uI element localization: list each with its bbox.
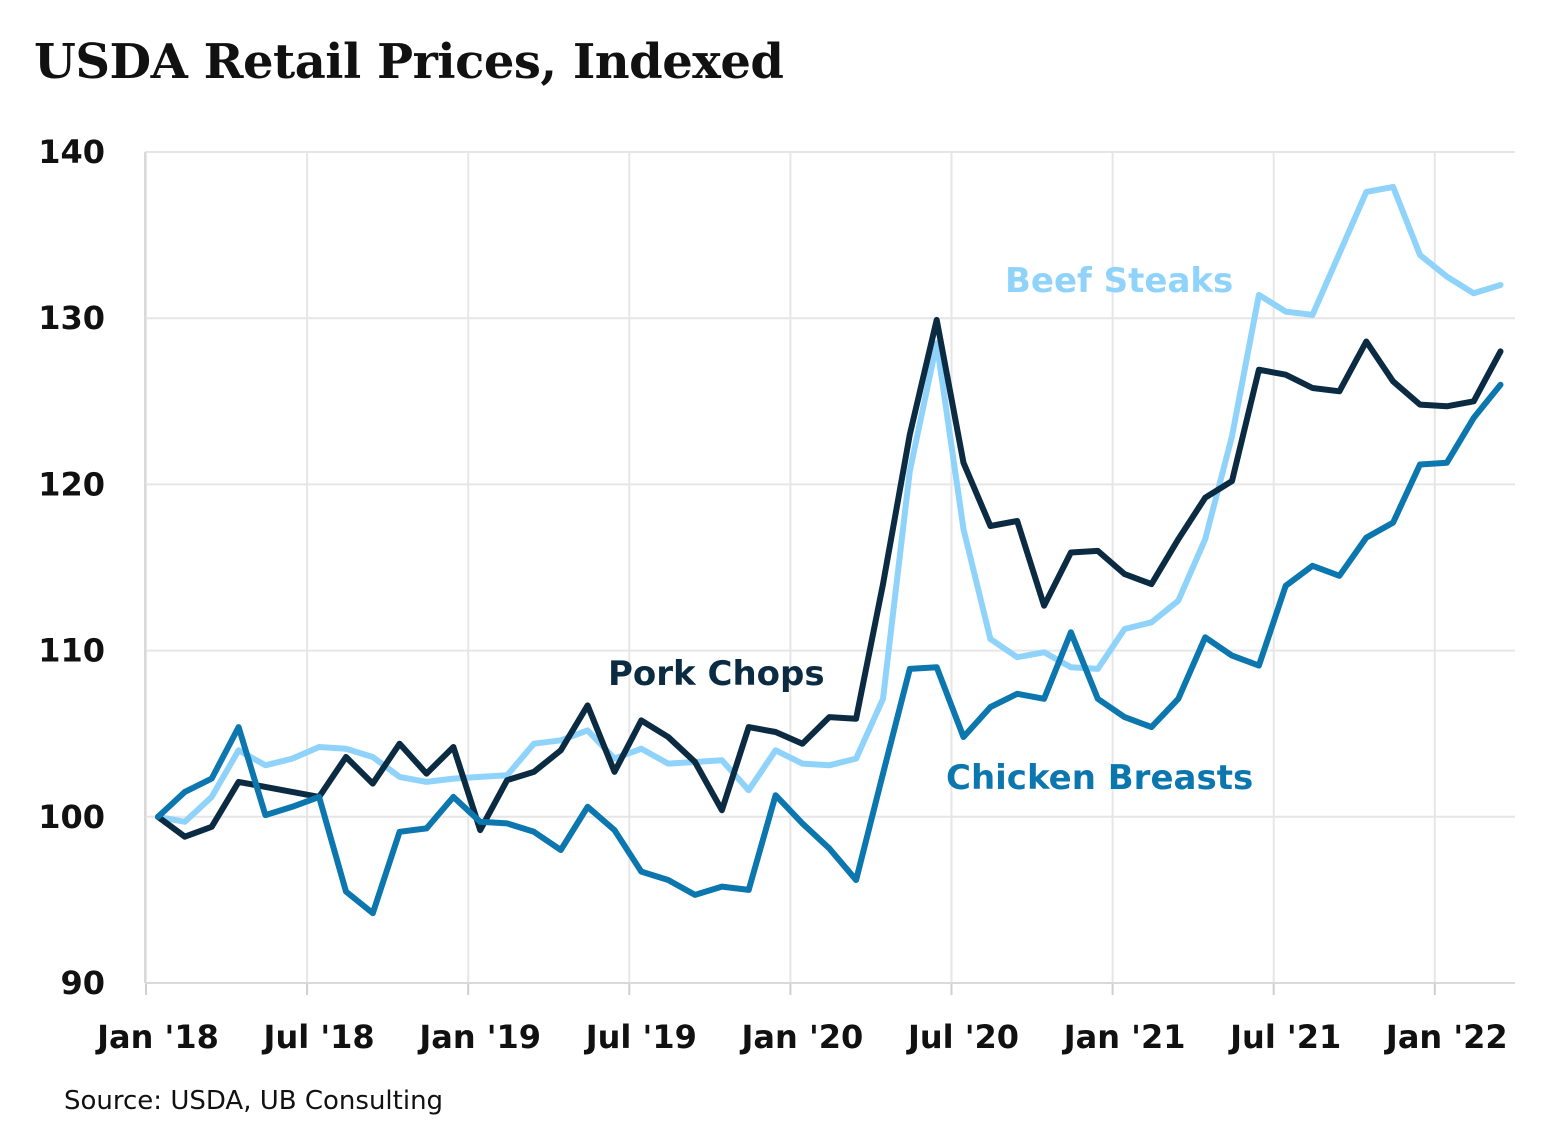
x-tick-label: Jan '18 <box>95 1018 219 1056</box>
x-tick-label: Jul '20 <box>906 1018 1019 1056</box>
axes: 90 100 110 120 130 140 Jan '18 Jul '18 Jan '19 Ju… <box>38 133 1515 1056</box>
y-tick-label: 130 <box>38 299 105 337</box>
series-label-beef-steaks: Beef Steaks <box>1005 261 1233 301</box>
x-tick-label: Jul '18 <box>262 1018 375 1056</box>
source-note: Source: USDA, UB Consulting <box>64 1086 444 1116</box>
y-tick-label: 100 <box>38 798 105 836</box>
series-line-pork-chops <box>155 316 1504 840</box>
x-tick-label: Jul '19 <box>584 1018 697 1056</box>
series-line-beef-steaks <box>155 183 1504 825</box>
x-tick-label: Jan '21 <box>1062 1018 1186 1056</box>
chart-title: USDA Retail Prices, Indexed <box>34 34 784 90</box>
y-tick-label: 110 <box>38 632 105 670</box>
x-tick-label: Jan '19 <box>417 1018 541 1056</box>
y-tick-label: 90 <box>60 964 105 1002</box>
x-tick-label: Jan '20 <box>740 1018 864 1056</box>
series-labels: Beef Steaks Pork Chops Chicken Breasts <box>608 261 1253 798</box>
series-lines <box>155 183 1504 917</box>
x-tick-label: Jul '21 <box>1228 1018 1341 1056</box>
series-label-pork-chops: Pork Chops <box>608 654 825 694</box>
y-tick-label: 140 <box>38 133 105 171</box>
x-tick-label: Jan '22 <box>1384 1018 1508 1056</box>
grid <box>145 151 1515 984</box>
y-tick-label: 120 <box>38 465 105 503</box>
series-line-chicken-breasts <box>155 381 1504 917</box>
line-chart: 90 100 110 120 130 140 Jan '18 Jul '18 Jan '19 Ju… <box>38 133 1515 1056</box>
series-label-chicken-breasts: Chicken Breasts <box>946 758 1253 798</box>
